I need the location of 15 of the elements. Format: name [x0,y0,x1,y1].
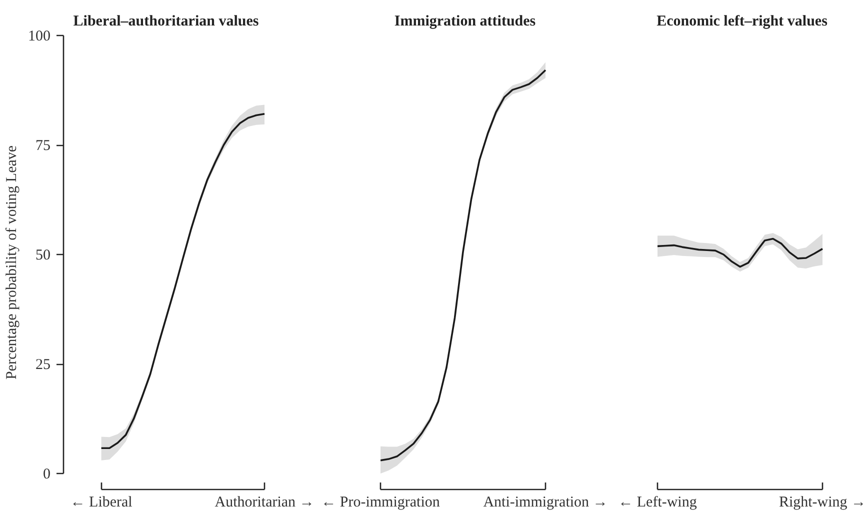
x-tick-label: ← Pro-immigration [321,494,440,510]
x-tick-label: ← Left-wing [618,494,698,510]
y-axis-title: Percentage probability of voting Leave [4,145,20,380]
y-tick-label: 50 [36,248,50,264]
x-tick-label: Anti-immigration → [483,494,608,510]
x-tick-label: ← Liberal [70,494,132,510]
y-tick-label: 0 [43,466,50,482]
y-tick-label: 25 [36,357,50,373]
chart-title: Economic left–right values [656,14,828,30]
chart-title: Liberal–authoritarian values [73,14,259,30]
y-tick-label: 75 [36,138,50,154]
chart-title: Immigration attitudes [394,14,536,30]
x-tick-label: Authoritarian → [214,494,314,510]
x-tick-label: Right-wing → [778,494,866,510]
y-tick-label: 100 [28,28,50,44]
